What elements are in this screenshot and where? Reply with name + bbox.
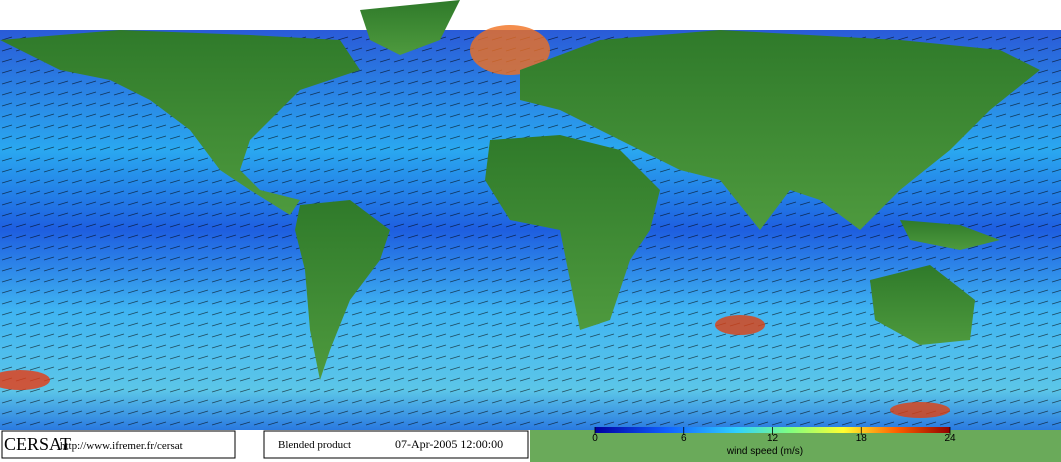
colorbar-tick-label: 18	[856, 433, 868, 444]
storm	[470, 25, 550, 75]
land-strip	[530, 430, 1061, 462]
logo-box	[1, 430, 236, 459]
colorbar-tick-label: 0	[592, 433, 598, 444]
colorbar-tick-label: 6	[681, 433, 687, 444]
product-box	[263, 430, 529, 459]
storm	[0, 370, 50, 390]
colorbar-label: wind speed (m/s)	[726, 446, 803, 457]
storm	[715, 315, 765, 335]
continents	[0, 0, 1040, 380]
colorbar-tick-label: 12	[767, 433, 779, 444]
url: http://www.ifremer.fr/cersat	[60, 440, 183, 452]
colorbar-tick-label: 24	[944, 433, 956, 444]
logo: CERSAT	[4, 434, 71, 454]
datetime: 07-Apr-2005 12:00:00	[395, 437, 503, 451]
storm	[890, 402, 950, 418]
product: Blended product	[278, 439, 351, 451]
